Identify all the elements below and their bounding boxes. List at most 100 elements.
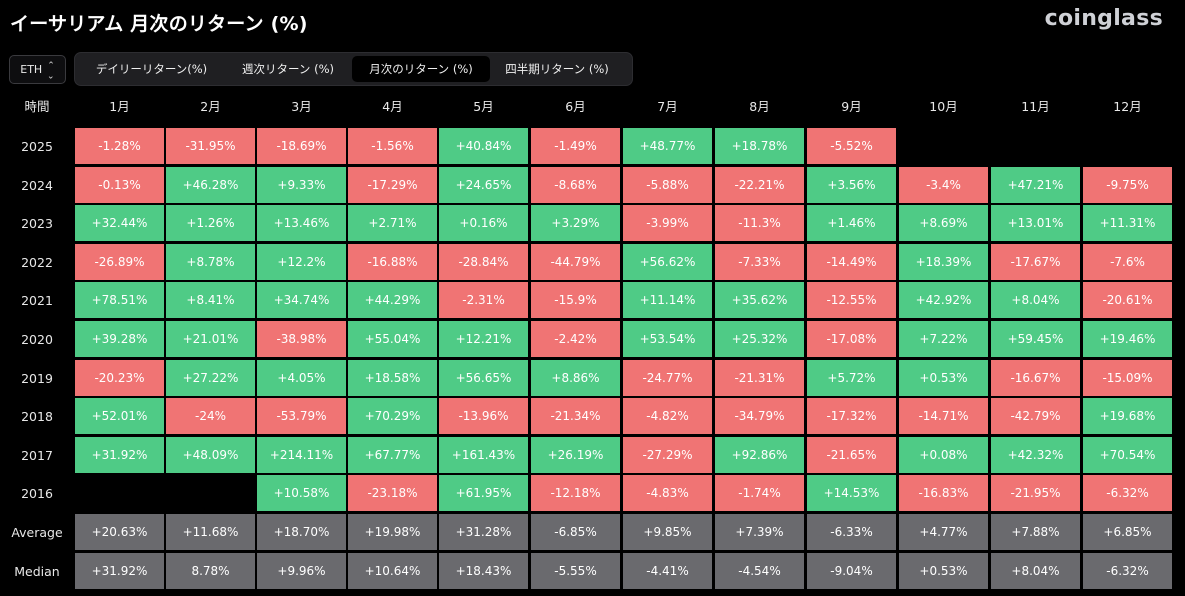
return-cell: -4.83% <box>623 475 712 512</box>
return-cell: +18.78% <box>715 128 804 164</box>
return-cell: -3.99% <box>623 205 712 242</box>
return-cell: -21.95% <box>991 475 1080 512</box>
return-cell: -4.82% <box>623 398 712 435</box>
return-cell: -1.74% <box>715 475 804 512</box>
return-cell: -21.65% <box>807 436 896 473</box>
return-cell: +46.28% <box>166 166 255 203</box>
tab-daily-returns[interactable]: デイリーリターン(%) <box>95 62 208 76</box>
return-cell: +7.39% <box>715 514 804 550</box>
return-cell: -28.84% <box>439 243 528 280</box>
return-cell: 8.78% <box>166 552 255 589</box>
month-header: 4月 <box>382 98 403 114</box>
summary-row: Median +31.92% 8.78% +9.96% +10.64% +18.43% -5… <box>0 552 1185 590</box>
return-cell: +14.53% <box>807 475 896 512</box>
return-cell: -2.31% <box>439 282 528 319</box>
return-cell: -31.95% <box>166 128 255 164</box>
asset-select[interactable]: ETH ⌃ ⌃ <box>9 55 66 84</box>
return-cell: +8.86% <box>531 359 620 396</box>
return-cell: +7.88% <box>991 514 1080 550</box>
return-cell: -15.09% <box>1083 359 1172 396</box>
return-cell: +52.01% <box>75 398 164 435</box>
return-cell: +0.53% <box>899 552 988 589</box>
year-label: 2024 <box>21 177 53 193</box>
asset-select-value: ETH <box>20 63 43 76</box>
return-cell: +39.28% <box>75 321 164 357</box>
return-cell: -53.79% <box>257 398 346 435</box>
return-cell: +0.08% <box>899 436 988 473</box>
table-row: 2017 +31.92% +48.09% +214.11% +67.77% +161.43… <box>0 436 1185 474</box>
return-cell: +11.31% <box>1083 205 1172 242</box>
return-cell: -7.6% <box>1083 243 1172 280</box>
tab-weekly-returns[interactable]: 週次リターン (%) <box>242 62 334 76</box>
return-cell: -24.77% <box>623 359 712 396</box>
return-cell: +53.54% <box>623 321 712 357</box>
return-period-tabs: デイリーリターン(%) 週次リターン (%) 月次のリターン (%) 四半期リタ… <box>74 52 633 86</box>
return-cell: +12.21% <box>439 321 528 357</box>
return-cell: -24% <box>166 398 255 435</box>
month-header: 10月 <box>929 98 958 114</box>
return-cell: -4.41% <box>623 552 712 589</box>
tab-quarterly-returns[interactable]: 四半期リターン (%) <box>505 62 609 76</box>
return-cell: +161.43% <box>439 436 528 473</box>
return-cell: +7.22% <box>899 321 988 357</box>
table-corner-label: 時間 <box>24 98 50 114</box>
return-cell: -17.67% <box>991 243 1080 280</box>
year-label: 2025 <box>21 139 53 154</box>
return-cell: -44.79% <box>531 243 620 280</box>
return-cell: -14.71% <box>899 398 988 435</box>
return-cell: +9.96% <box>257 552 346 589</box>
return-cell: +70.54% <box>1083 436 1172 473</box>
return-cell: -6.85% <box>531 514 620 550</box>
return-cell: +1.46% <box>807 205 896 242</box>
month-header: 8月 <box>749 98 770 114</box>
return-cell: +3.56% <box>807 166 896 203</box>
return-cell: -18.69% <box>257 128 346 164</box>
return-cell: +55.04% <box>348 321 437 357</box>
year-label: 2019 <box>21 370 53 386</box>
table-row: 2021 +78.51% +8.41% +34.74% +44.29% -2.31% -15… <box>0 282 1185 319</box>
return-cell: +42.92% <box>899 282 988 319</box>
table-row: 2018 +52.01% -24% -53.79% +70.29% -13.96% -21.… <box>0 398 1185 435</box>
summary-row: Average +20.63% +11.68% +18.70% +19.98% +31.2… <box>0 514 1185 551</box>
return-cell: +18.70% <box>257 514 346 550</box>
return-cell: -38.98% <box>257 321 346 357</box>
return-cell: -4.54% <box>715 552 804 589</box>
month-header: 9月 <box>841 98 862 114</box>
return-cell: +47.21% <box>991 166 1080 203</box>
return-cell: -2.42% <box>531 321 620 357</box>
return-cell: -5.55% <box>531 552 620 589</box>
month-header: 1月 <box>109 98 130 114</box>
return-cell: +26.19% <box>531 436 620 473</box>
return-cell: +11.68% <box>166 514 255 550</box>
return-cell: -20.23% <box>75 359 164 396</box>
return-cell: +56.62% <box>623 243 712 280</box>
return-cell: +18.58% <box>348 359 437 396</box>
return-cell: +5.72% <box>807 359 896 396</box>
return-cell: -14.49% <box>807 243 896 280</box>
return-cell: -13.96% <box>439 398 528 435</box>
return-cell: +56.65% <box>439 359 528 396</box>
year-label: 2018 <box>21 409 53 425</box>
return-cell: +78.51% <box>75 282 164 319</box>
summary-label: Median <box>14 563 60 579</box>
return-cell: -16.88% <box>348 243 437 280</box>
return-cell: +20.63% <box>75 514 164 550</box>
table-row: 2016 +10.58% -23.18% +61.95% -12.18% -4.83% -1… <box>0 475 1185 512</box>
month-header: 2月 <box>200 98 221 114</box>
tab-monthly-returns[interactable]: 月次のリターン (%) <box>352 56 490 82</box>
return-cell: -1.56% <box>348 128 437 164</box>
return-cell: -6.32% <box>1083 552 1172 589</box>
return-cell: +12.2% <box>257 243 346 280</box>
return-cell: +24.65% <box>439 166 528 203</box>
return-cell: +92.86% <box>715 436 804 473</box>
return-cell: -17.29% <box>348 166 437 203</box>
return-cell: +27.22% <box>166 359 255 396</box>
return-cell: +3.29% <box>531 205 620 242</box>
year-label: 2016 <box>21 486 53 502</box>
month-header: 5月 <box>473 98 494 114</box>
return-cell: +4.05% <box>257 359 346 396</box>
return-cell: +9.33% <box>257 166 346 203</box>
month-header: 6月 <box>565 98 586 114</box>
summary-label: Average <box>11 525 63 540</box>
table-row: 2024 -0.13% +46.28% +9.33% -17.29% +24.65% -8.… <box>0 166 1185 204</box>
